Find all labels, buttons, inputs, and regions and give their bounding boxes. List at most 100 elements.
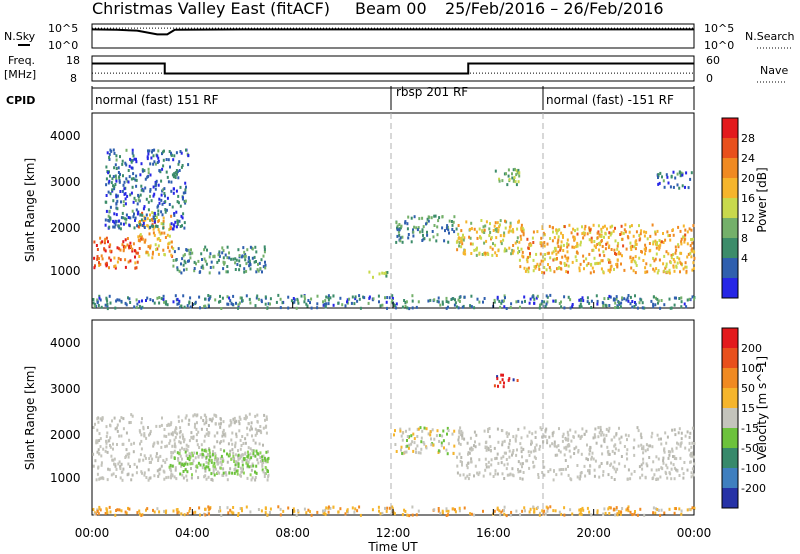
scatter-cell (562, 432, 565, 436)
scatter-cell (179, 454, 182, 458)
scatter-cell (119, 258, 122, 262)
scatter-cell (164, 210, 167, 214)
scatter-cell (627, 505, 630, 509)
scatter-cell (494, 469, 497, 473)
scatter-cell (98, 477, 101, 481)
scatter-cell (159, 232, 162, 236)
scatter-cell (582, 231, 585, 235)
scatter-cell (672, 455, 674, 458)
scatter-cell (218, 300, 220, 304)
scatter-cell (160, 193, 163, 197)
scatter-cell (157, 183, 160, 187)
scatter-cell (526, 260, 529, 264)
scatter-cell (173, 250, 176, 254)
scatter-cell (185, 248, 188, 252)
scatter-cell (231, 431, 234, 435)
scatter-cell (216, 440, 219, 444)
scatter-cell (346, 300, 348, 304)
scatter-cell (257, 269, 260, 273)
scatter-cell (416, 228, 419, 232)
scatter-cell (620, 301, 623, 305)
plot-title: Christmas Valley East (fitACF) (92, 0, 330, 18)
scatter-cell (126, 237, 129, 240)
scatter-cell (401, 235, 404, 239)
scatter-cell (260, 509, 263, 513)
scatter-cell (457, 298, 460, 302)
scatter-cell (136, 260, 139, 264)
scatter-cell (452, 220, 455, 224)
scatter-cell (489, 222, 491, 226)
scatter-cell (230, 302, 233, 306)
scatter-cell (648, 242, 651, 245)
scatter-cell (222, 439, 225, 443)
scatter-cell (164, 511, 167, 514)
scatter-cell (157, 212, 160, 216)
scatter-cell (166, 175, 169, 179)
scatter-cell (150, 156, 153, 160)
scatter-cell (441, 226, 444, 230)
scatter-cell (220, 454, 223, 458)
scatter-cell (652, 305, 655, 309)
scatter-cell (593, 433, 596, 437)
scatter-cell (178, 299, 181, 303)
scatter-cell (125, 177, 128, 181)
scatter-cell (559, 266, 562, 270)
scatter-cell (181, 257, 184, 261)
scatter-cell (581, 296, 584, 300)
scatter-cell (534, 446, 537, 450)
scatter-cell (135, 184, 138, 188)
scatter-cell (447, 300, 450, 304)
scatter-cell (133, 441, 135, 445)
scatter-cell (113, 187, 116, 191)
scatter-cell (546, 439, 549, 443)
scatter-cell (617, 510, 620, 514)
scatter-cell (138, 304, 141, 308)
scatter-cell (163, 253, 166, 256)
scatter-cell (96, 257, 99, 261)
scatter-cell (226, 256, 229, 260)
scatter-cell (163, 192, 166, 195)
scatter-cell (521, 229, 524, 233)
scatter-cell (122, 240, 125, 244)
scatter-cell (257, 461, 260, 465)
scatter-cell (219, 441, 222, 445)
scatter-cell (415, 513, 418, 517)
scatter-cell (185, 148, 187, 152)
power-panel-frame (91, 112, 695, 309)
scatter-cell (265, 417, 268, 421)
scatter-cell (408, 435, 411, 439)
scatter-cell (460, 456, 463, 459)
scatter-cell (545, 268, 548, 272)
scatter-cell (119, 465, 122, 468)
scatter-cell (405, 450, 408, 454)
scatter-cell (666, 476, 669, 480)
scatter-cell (613, 467, 616, 471)
scatter-cell (607, 452, 610, 456)
scatter-cell (236, 472, 239, 476)
scatter-cell (522, 447, 525, 451)
scatter-cell (549, 268, 552, 272)
scatter-cell (536, 505, 539, 509)
scatter-cell (593, 240, 596, 243)
scatter-cell (519, 462, 522, 466)
scatter-cell (570, 439, 573, 443)
scatter-cell (635, 230, 638, 234)
scatter-cell (122, 247, 125, 251)
scatter-cell (141, 513, 144, 517)
scatter-cell (234, 261, 237, 265)
scatter-cell (629, 225, 631, 229)
scatter-cell (123, 192, 126, 196)
scatter-cell (584, 474, 587, 478)
scatter-cell (516, 171, 519, 175)
scatter-cell (368, 295, 371, 299)
scatter-cell (180, 151, 183, 155)
scatter-cell (217, 457, 220, 461)
scatter-cell (678, 427, 681, 431)
scatter-cell (118, 419, 121, 423)
scatter-cell (617, 241, 620, 245)
scatter-cell (500, 510, 503, 514)
scatter-cell (628, 230, 631, 234)
scatter-cell (146, 217, 149, 221)
scatter-cell (108, 156, 111, 159)
